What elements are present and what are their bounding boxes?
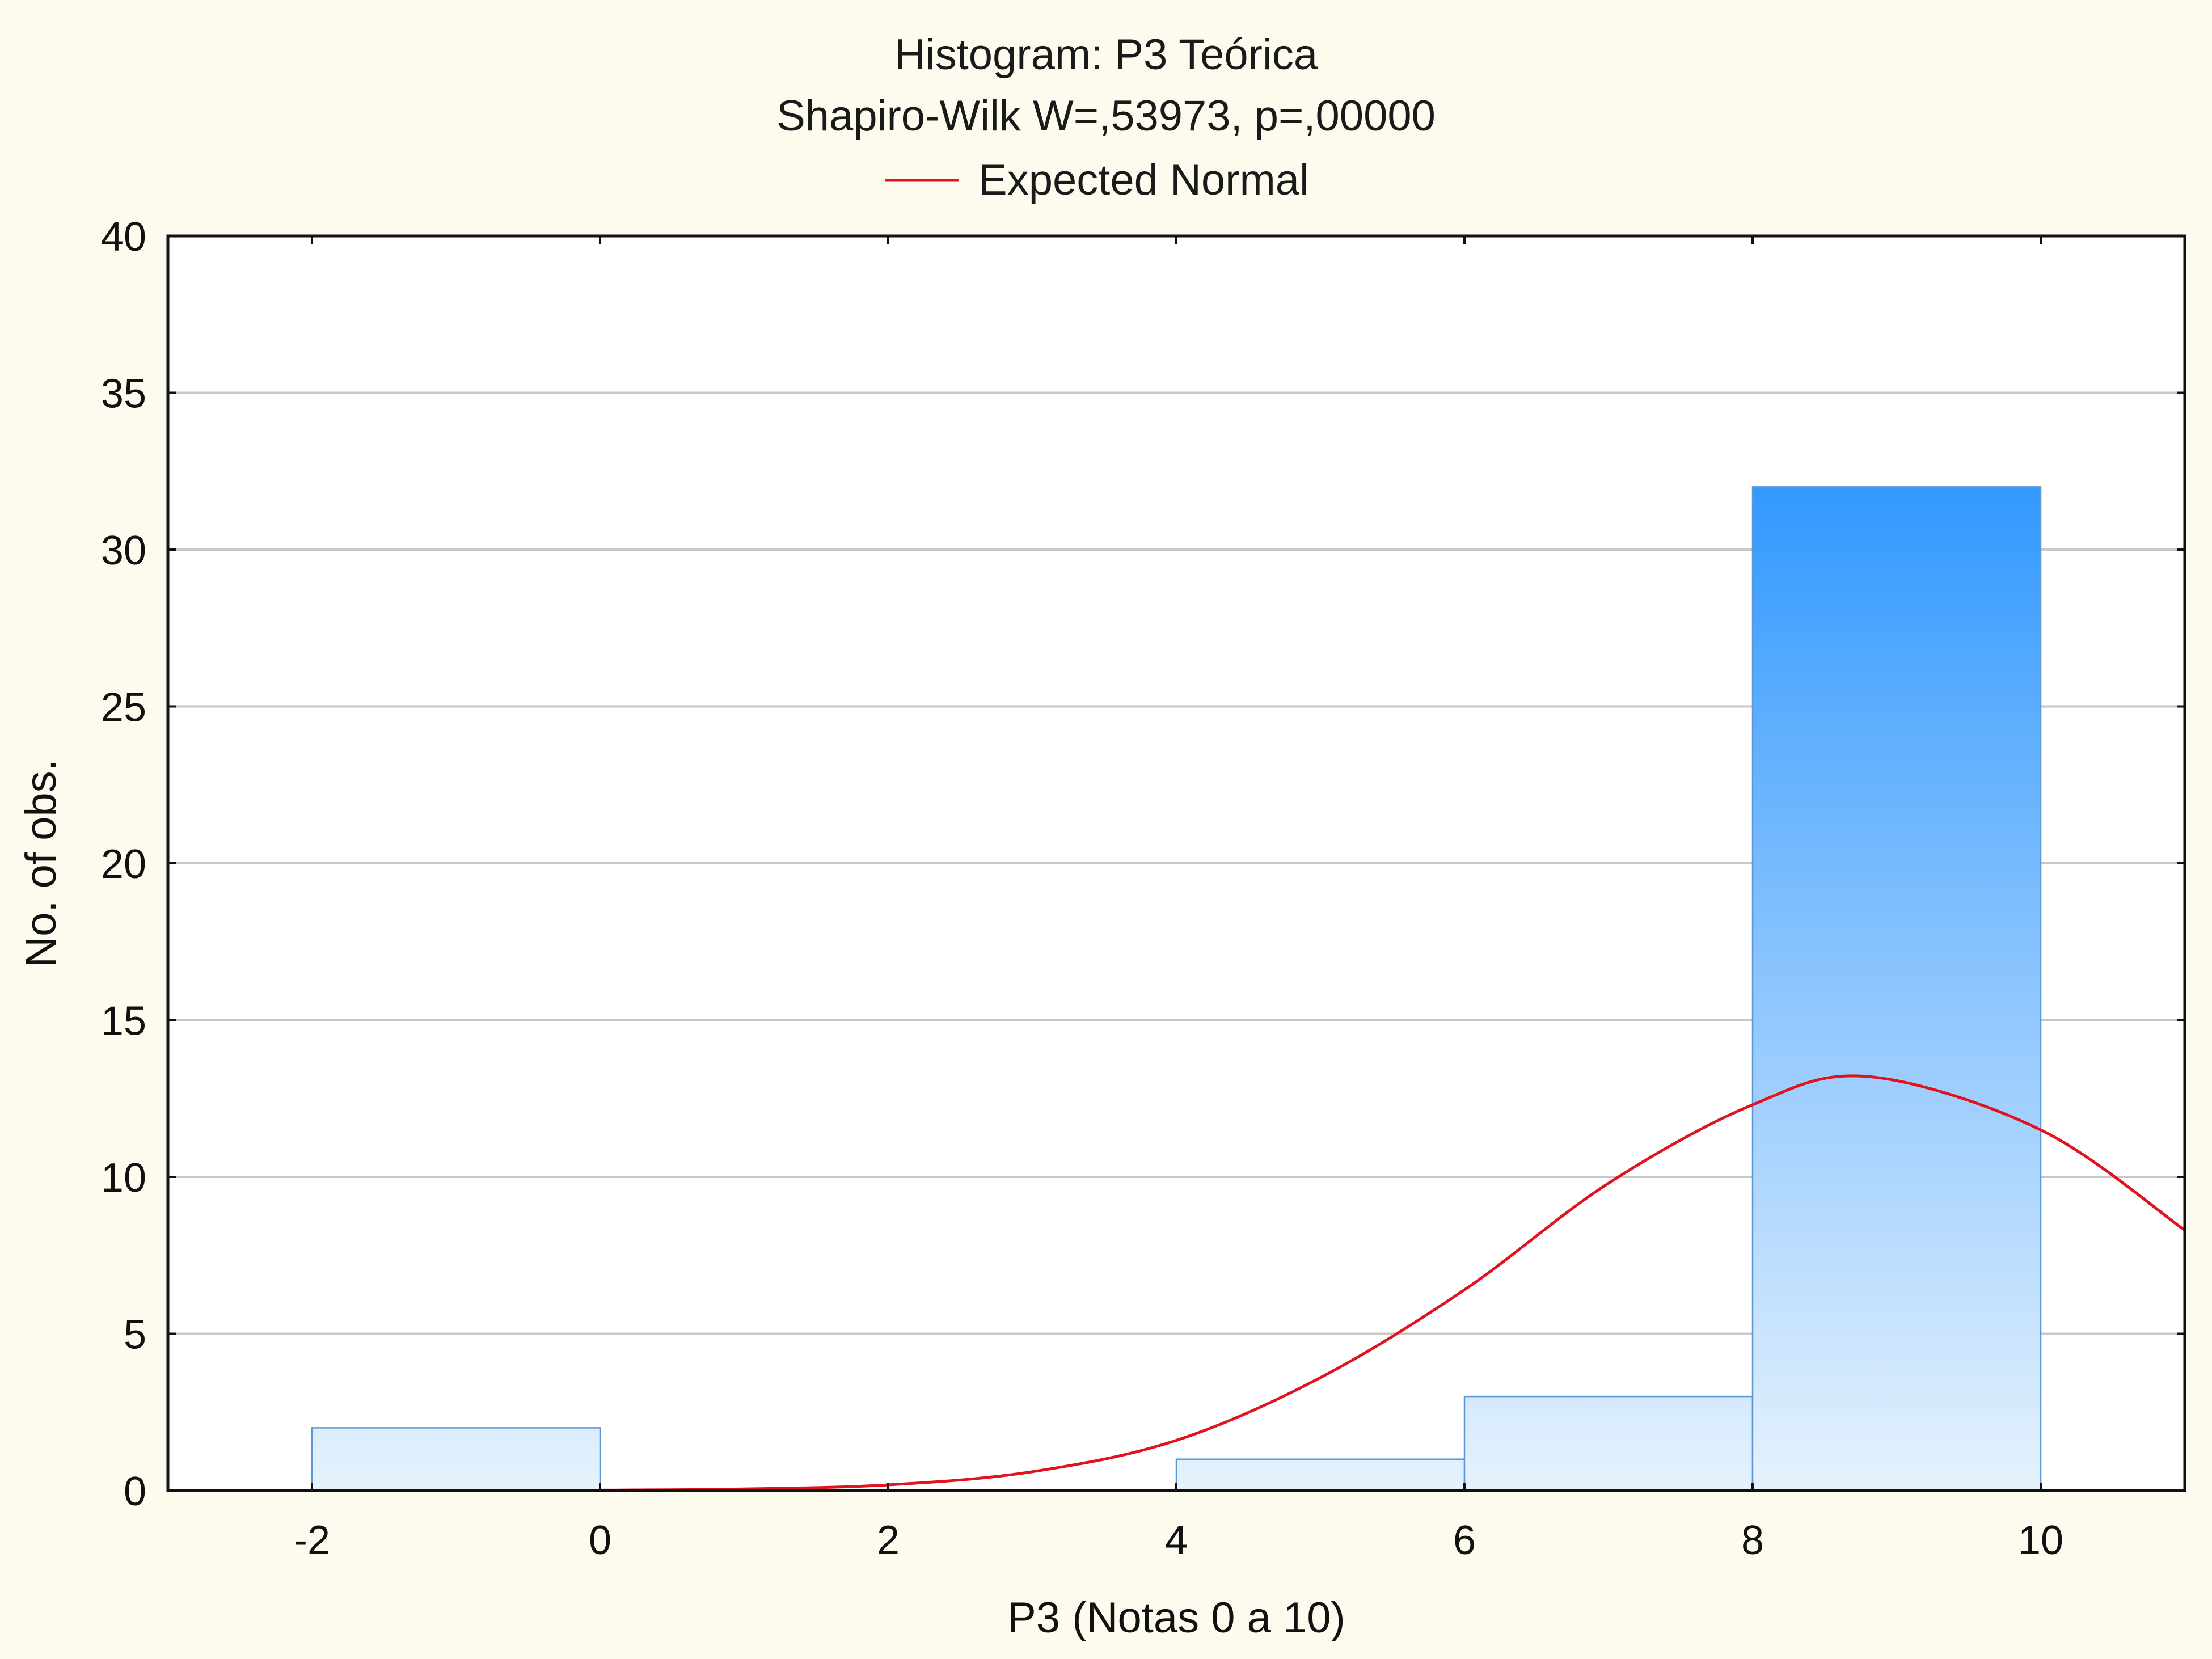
y-tick-label: 5 [124,1312,146,1358]
axis-ticks: -2 0 2 4 6 8 10 0 5 10 15 20 25 30 35 40 [101,214,2185,1563]
x-tick-label: 0 [589,1518,611,1563]
y-tick-label: 35 [101,372,146,417]
y-tick-label: 0 [124,1469,146,1514]
histogram-bars [311,486,2042,1491]
chart-subtitle: Shapiro-Wilk W=,53973, p=,00000 [776,92,1436,140]
x-tick-label: 6 [1453,1518,1476,1563]
chart-title: Histogram: P3 Teórica [894,31,1318,79]
x-tick-label: 10 [2018,1518,2063,1563]
histogram-bar [1463,1395,1754,1491]
y-axis-label: No. of obs. [17,759,65,968]
y-tick-label: 20 [101,842,146,887]
y-tick-label: 40 [101,214,146,260]
y-tick-label: 30 [101,528,146,573]
x-tick-label: -2 [294,1518,330,1563]
x-axis-label: P3 (Notas 0 a 10) [1007,1594,1345,1642]
y-tick-label: 25 [101,685,146,731]
x-tick-label: 2 [877,1518,900,1563]
expected-normal-line [600,1074,2185,1491]
histogram-bar [311,1427,601,1491]
expected-normal-curve [600,1074,2185,1491]
legend: Expected Normal [885,156,1309,204]
y-tick-label: 15 [101,999,146,1044]
legend-label: Expected Normal [978,156,1309,204]
histogram-bar [1751,486,2042,1491]
histogram-bar [1175,1458,1466,1491]
y-tick-label: 10 [101,1155,146,1201]
x-tick-label: 8 [1741,1518,1764,1563]
x-tick-label: 4 [1165,1518,1188,1563]
